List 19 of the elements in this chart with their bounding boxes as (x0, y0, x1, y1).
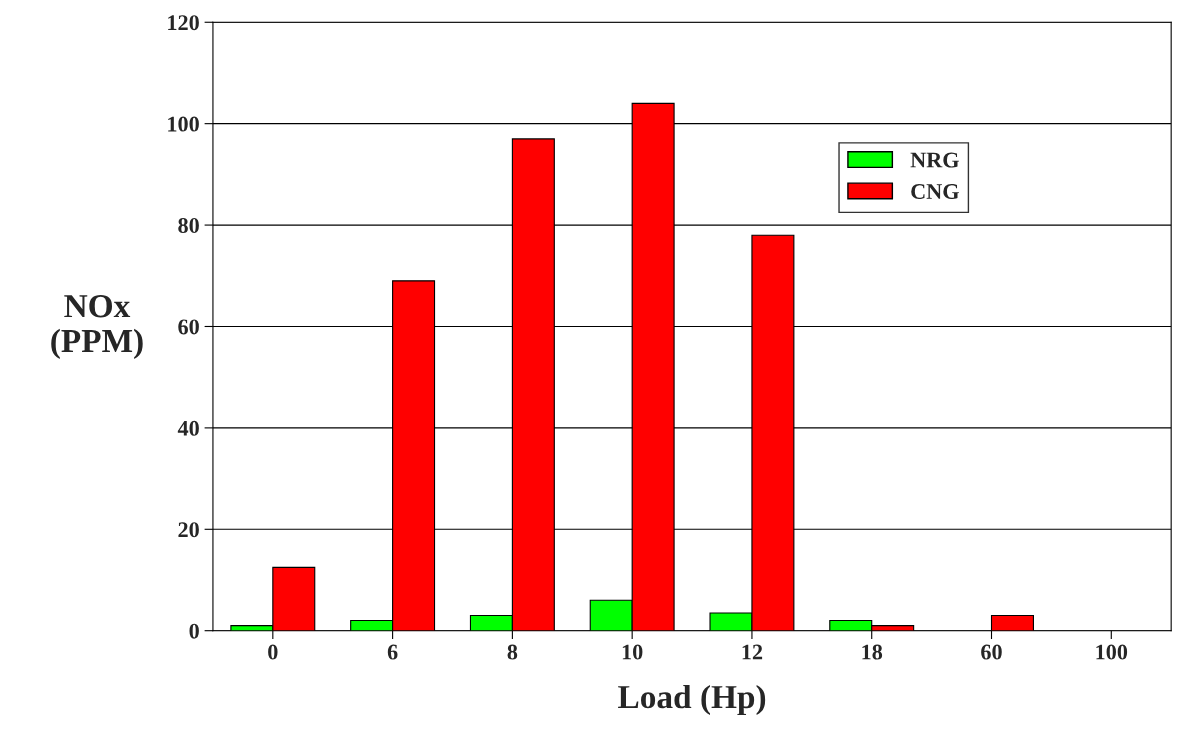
x-tick-label: 6 (387, 644, 398, 660)
x-tick-label: 18 (862, 644, 883, 660)
y-axis-title: NOx (PPM) (51, 295, 143, 360)
x-axis-title: Load (Hp) (618, 684, 766, 716)
y-tick-label: 80 (178, 218, 199, 233)
x-tick-label: 12 (742, 644, 763, 660)
x-tick-label: 0 (268, 644, 278, 660)
legend-label: NRG (910, 152, 959, 168)
y-tick-label: 0 (189, 623, 199, 639)
y-tick-label: 120 (168, 15, 199, 31)
x-tick-label: 60 (981, 644, 1002, 660)
x-tick-label: 100 (1096, 644, 1128, 660)
legend-label: CNG (911, 184, 959, 199)
y-tick-label: 60 (178, 319, 199, 335)
x-tick-label: 10 (622, 644, 643, 660)
y-tick-label: 20 (178, 522, 199, 538)
x-tick-label: 8 (507, 644, 518, 660)
y-tick-label: 100 (168, 116, 199, 132)
y-tick-label: 40 (177, 420, 199, 436)
